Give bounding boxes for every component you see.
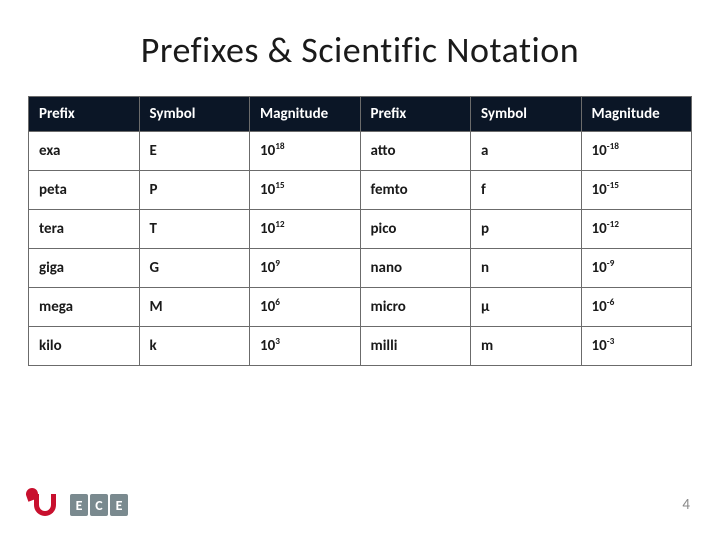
table-row: megaM106microµ10-6 <box>29 288 692 327</box>
cell-prefix: mega <box>29 288 140 327</box>
cell-magnitude: 103 <box>250 327 361 366</box>
table-row: petaP1015femtof10-15 <box>29 171 692 210</box>
col-magnitude-1: Magnitude <box>250 97 361 132</box>
cell-symbol: f <box>471 171 582 210</box>
table-body: exaE1018attoa10-18petaP1015femtof10-15te… <box>29 132 692 366</box>
cell-magnitude: 10-3 <box>581 327 692 366</box>
table-row: exaE1018attoa10-18 <box>29 132 692 171</box>
cell-symbol: n <box>471 249 582 288</box>
cell-magnitude: 1012 <box>250 210 361 249</box>
cell-magnitude: 1015 <box>250 171 361 210</box>
cell-magnitude: 10-18 <box>581 132 692 171</box>
table-header-row: Prefix Symbol Magnitude Prefix Symbol Ma… <box>29 97 692 132</box>
col-magnitude-2: Magnitude <box>581 97 692 132</box>
cell-prefix: nano <box>360 249 471 288</box>
prefix-table: Prefix Symbol Magnitude Prefix Symbol Ma… <box>28 96 692 366</box>
cell-symbol: P <box>139 171 250 210</box>
cell-symbol: T <box>139 210 250 249</box>
cell-symbol: a <box>471 132 582 171</box>
cell-symbol: k <box>139 327 250 366</box>
cell-symbol: E <box>139 132 250 171</box>
ece-letter: C <box>90 494 108 516</box>
col-symbol-1: Symbol <box>139 97 250 132</box>
cell-symbol: µ <box>471 288 582 327</box>
cell-prefix: femto <box>360 171 471 210</box>
table-row: gigaG109nanon10-9 <box>29 249 692 288</box>
page-number: 4 <box>682 496 690 514</box>
cell-prefix: tera <box>29 210 140 249</box>
cell-magnitude: 10-12 <box>581 210 692 249</box>
cell-prefix: micro <box>360 288 471 327</box>
col-symbol-2: Symbol <box>471 97 582 132</box>
page-title: Prefixes & Scientific Notation <box>28 28 692 72</box>
cell-magnitude: 10-6 <box>581 288 692 327</box>
ece-letter: E <box>110 494 128 516</box>
table-row: kilok103millim10-3 <box>29 327 692 366</box>
cell-magnitude: 10-15 <box>581 171 692 210</box>
cell-symbol: G <box>139 249 250 288</box>
cell-prefix: kilo <box>29 327 140 366</box>
cell-prefix: milli <box>360 327 471 366</box>
cell-magnitude: 1018 <box>250 132 361 171</box>
cell-symbol: M <box>139 288 250 327</box>
cell-prefix: giga <box>29 249 140 288</box>
cell-symbol: m <box>471 327 582 366</box>
cell-prefix: atto <box>360 132 471 171</box>
cell-prefix: pico <box>360 210 471 249</box>
ece-letter: E <box>70 494 88 516</box>
cell-magnitude: 10-9 <box>581 249 692 288</box>
cell-magnitude: 106 <box>250 288 361 327</box>
ece-logo: E C E <box>70 494 128 516</box>
university-u-logo-icon <box>28 492 60 518</box>
slide: Prefixes & Scientific Notation Prefix Sy… <box>0 0 720 540</box>
cell-prefix: peta <box>29 171 140 210</box>
cell-prefix: exa <box>29 132 140 171</box>
cell-magnitude: 109 <box>250 249 361 288</box>
cell-symbol: p <box>471 210 582 249</box>
footer: E C E <box>28 492 128 518</box>
col-prefix-2: Prefix <box>360 97 471 132</box>
col-prefix-1: Prefix <box>29 97 140 132</box>
table-row: teraT1012picop10-12 <box>29 210 692 249</box>
